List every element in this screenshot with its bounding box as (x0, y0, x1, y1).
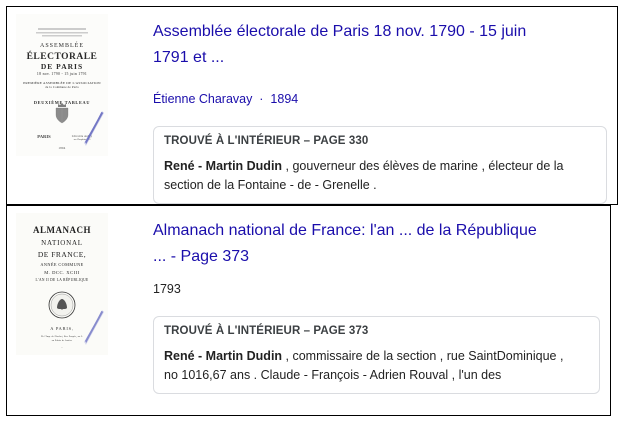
svg-text:ÉLECTORALE: ÉLECTORALE (27, 50, 98, 62)
svg-text:DE FRANCE,: DE FRANCE, (38, 250, 86, 259)
svg-text:L'AN II DE LA RÉPUBLIQUE: L'AN II DE LA RÉPUBLIQUE (36, 277, 89, 282)
svg-text:PARIS: PARIS (37, 134, 51, 139)
svg-text:DE PARIS: DE PARIS (41, 62, 83, 71)
svg-text:ANNÉE COMMUNE: ANNÉE COMMUNE (40, 262, 83, 267)
svg-text:18 nov. 1790 - 15 juin 179: 18 nov. 1790 - 15 juin 1791 (37, 72, 87, 76)
svg-text:1894: 1894 (58, 146, 65, 150)
svg-text:M. DCC. XCIII: M. DCC. XCIII (44, 270, 80, 275)
svg-text:de la Commune de Paris: de la Commune de Paris (45, 85, 79, 89)
svg-text:au Palais de Justice: au Palais de Justice (52, 339, 73, 342)
svg-text:NATIONAL: NATIONAL (41, 239, 83, 247)
svg-text:ALMANACH: ALMANACH (33, 225, 91, 235)
svg-text:-: - (62, 346, 63, 349)
svg-text:ASSEMBLÉE: ASSEMBLÉE (40, 41, 84, 49)
